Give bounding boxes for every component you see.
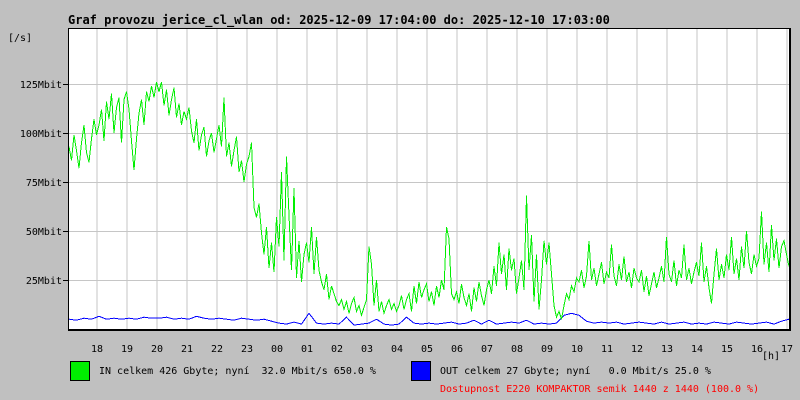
x-tick-label: 09 xyxy=(541,344,553,355)
x-axis-unit-label: [h] xyxy=(762,351,781,362)
in-legend-swatch xyxy=(70,361,90,381)
x-tick-label: 23 xyxy=(241,344,253,355)
x-tick-label: 03 xyxy=(361,344,373,355)
out-legend-swatch xyxy=(411,361,431,381)
graph-title: Graf provozu jerice_cl_wlan od: 2025-12-… xyxy=(68,13,610,27)
x-tick-label: 05 xyxy=(421,344,433,355)
plot-border xyxy=(68,28,790,330)
x-tick-label: 11 xyxy=(601,344,613,355)
y-tick-label: 100Mbit xyxy=(20,129,62,140)
x-tick-label: 12 xyxy=(631,344,643,355)
x-tick-label: 19 xyxy=(121,344,133,355)
y-axis-unit-label: [/s] xyxy=(8,33,33,44)
y-tick-label: 50Mbit xyxy=(26,227,62,238)
y-tick-label: 25Mbit xyxy=(26,276,62,287)
y-tick-label: 125Mbit xyxy=(20,80,62,91)
x-tick-label: 02 xyxy=(331,344,343,355)
x-tick-label: 00 xyxy=(271,344,283,355)
x-tick-label: 10 xyxy=(571,344,583,355)
x-tick-label: 22 xyxy=(211,344,223,355)
x-tick-label: 13 xyxy=(661,344,673,355)
x-tick-label: 08 xyxy=(511,344,523,355)
x-tick-label: 21 xyxy=(181,344,193,355)
x-tick-label: 07 xyxy=(481,344,493,355)
x-tick-label: 18 xyxy=(91,344,103,355)
x-tick-label: 06 xyxy=(451,344,463,355)
x-tick-label: 20 xyxy=(151,344,163,355)
x-tick-label: 15 xyxy=(721,344,733,355)
in-series-line xyxy=(68,81,790,320)
plot-background xyxy=(69,29,789,329)
availability-label: Dostupnost E220 KOMPAKTOR semik 1440 z 1… xyxy=(440,384,760,395)
y-tick-label: 75Mbit xyxy=(26,178,62,189)
x-tick-label: 17 xyxy=(781,344,793,355)
out-series-line xyxy=(68,312,790,326)
in-legend-label: IN celkem 426 Gbyte; nyní 32.0 Mbit/s 65… xyxy=(99,366,376,377)
x-tick-label: 01 xyxy=(301,344,313,355)
out-legend-label: OUT celkem 27 Gbyte; nyní 0.0 Mbit/s 25.… xyxy=(440,366,711,377)
x-tick-label: 04 xyxy=(391,344,403,355)
x-tick-label: 14 xyxy=(691,344,703,355)
x-tick-label: 16 xyxy=(751,344,763,355)
